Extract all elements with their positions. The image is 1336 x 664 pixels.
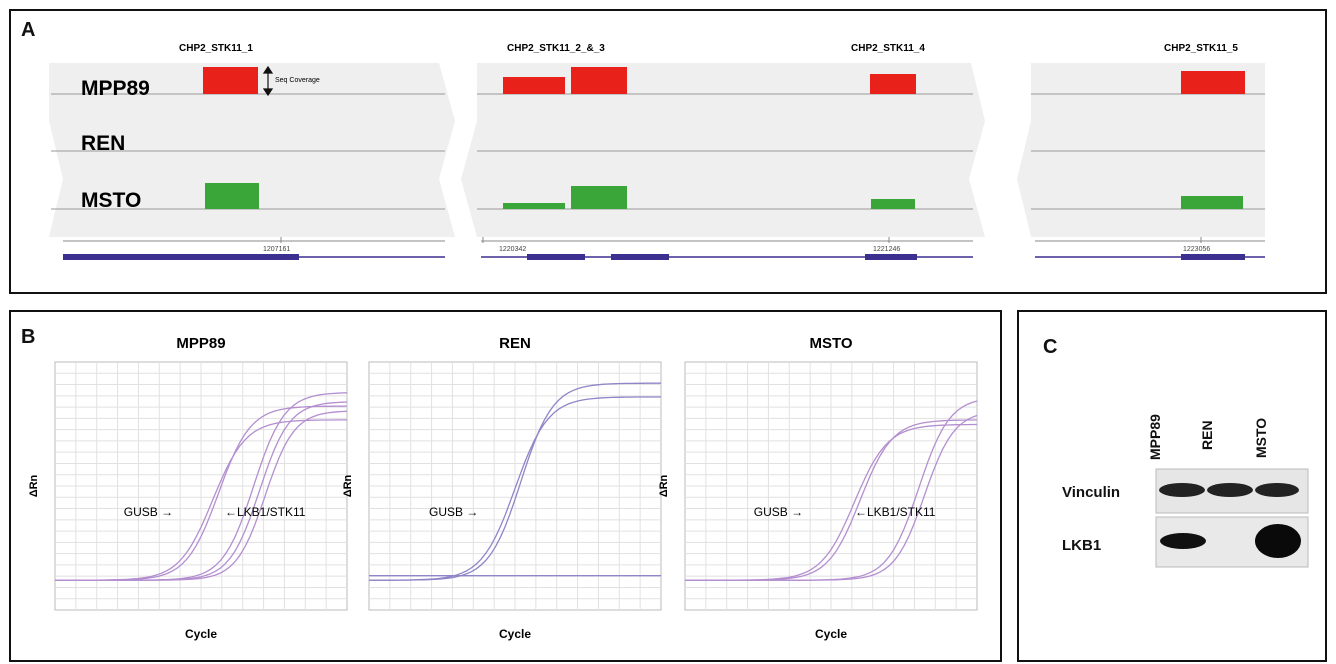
exon-header-3: CHP2_STK11_4 bbox=[851, 43, 925, 54]
sample-label-mpp89: MPP89 bbox=[81, 77, 150, 100]
seq-coverage-label: Seq Coverage bbox=[275, 77, 320, 84]
qpcr-title: MSTO bbox=[809, 335, 852, 352]
panel-b: B MPP89 ΔRn Cycle GUSB → ←LKB1/STK11 REN ΔRn Cy… bbox=[9, 310, 1002, 662]
qpcr-ylabel: ΔRn bbox=[658, 474, 670, 497]
msto-coverage bbox=[205, 183, 1243, 209]
track-bg-segment-3 bbox=[1017, 63, 1265, 237]
lkb1-arrow-label: ←LKB1/STK11 bbox=[855, 505, 936, 519]
band-vinculin-msto bbox=[1255, 483, 1299, 497]
qpcr-plot-1: MPP89 ΔRn Cycle GUSB → ←LKB1/STK11 bbox=[28, 335, 348, 641]
band-lkb1-msto bbox=[1255, 524, 1301, 558]
seq-coverage-arrow-icon bbox=[262, 65, 274, 97]
gusb-arrow-label: GUSB → bbox=[754, 505, 803, 519]
gusb-arrow-label: GUSB → bbox=[124, 505, 173, 519]
gene-track bbox=[63, 254, 1265, 260]
panel-a: A CHP2_STK11_1 CHP2_STK11_2_&_3 CHP2_STK… bbox=[9, 9, 1327, 294]
sample-label-msto: MSTO bbox=[81, 189, 141, 212]
amplification-curve bbox=[55, 410, 348, 581]
coord-3: 1221246 bbox=[873, 246, 900, 253]
row-label-vinculin: Vinculin bbox=[1062, 484, 1121, 501]
exon-header-1: CHP2_STK11_1 bbox=[179, 43, 253, 54]
exon-header-2: CHP2_STK11_2_&_3 bbox=[507, 43, 605, 54]
coverage-tracks: CHP2_STK11_1 CHP2_STK11_2_&_3 CHP2_STK11… bbox=[49, 43, 1265, 260]
panel-c: C MPP89 REN MSTO Vinculin LKB1 bbox=[1017, 310, 1327, 662]
panel-c-label: C bbox=[1043, 336, 1058, 358]
gusb-arrow-label: GUSB → bbox=[429, 505, 478, 519]
track-bg-segment-1 bbox=[49, 63, 455, 237]
qpcr-xlabel: Cycle bbox=[185, 627, 217, 641]
panel-b-label: B bbox=[21, 326, 36, 348]
band-vinculin-mpp89 bbox=[1159, 483, 1205, 497]
coord-4: 1223056 bbox=[1183, 246, 1210, 253]
band-vinculin-ren bbox=[1207, 483, 1253, 497]
qpcr-title: MPP89 bbox=[176, 335, 225, 352]
amplification-curve bbox=[685, 414, 978, 581]
qpcr-xlabel: Cycle bbox=[815, 627, 847, 641]
row-label-lkb1: LKB1 bbox=[1062, 537, 1102, 554]
amplification-curve bbox=[369, 382, 661, 581]
qpcr-ylabel: ΔRn bbox=[342, 474, 354, 497]
qpcr-plot-3: MSTO ΔRn Cycle GUSB → ←LKB1/STK11 bbox=[658, 335, 978, 641]
mpp89-coverage bbox=[203, 67, 1245, 94]
qpcr-amplification-plots: MPP89 ΔRn Cycle GUSB → ←LKB1/STK11 REN ΔRn Cycl… bbox=[28, 335, 978, 641]
western-blot bbox=[1155, 468, 1309, 568]
band-lkb1-mpp89 bbox=[1160, 533, 1206, 549]
qpcr-ylabel: ΔRn bbox=[28, 474, 40, 497]
qpcr-xlabel: Cycle bbox=[499, 627, 531, 641]
qpcr-plot-2: REN ΔRn Cycle GUSB → bbox=[342, 335, 662, 641]
coord-2: 1220342 bbox=[499, 246, 526, 253]
sample-label-ren: REN bbox=[81, 132, 125, 155]
coord-1: 1207161 bbox=[263, 246, 290, 253]
exon-header-4: CHP2_STK11_5 bbox=[1164, 43, 1238, 54]
qpcr-title: REN bbox=[499, 335, 531, 352]
lkb1-arrow-label: ←LKB1/STK11 bbox=[225, 505, 306, 519]
panel-a-label: A bbox=[21, 19, 36, 41]
